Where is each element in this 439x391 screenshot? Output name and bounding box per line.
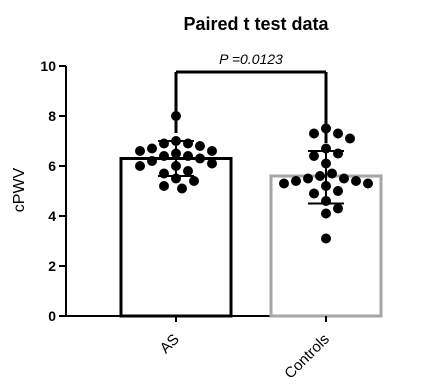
data-point <box>321 143 331 154</box>
data-point <box>321 181 331 191</box>
data-point <box>339 173 349 184</box>
data-point <box>207 146 217 156</box>
y-tick-label: 10 <box>40 58 56 74</box>
data-point <box>159 138 169 149</box>
x-tick-label: Controls <box>281 331 333 383</box>
chart-title: Paired t test data <box>183 14 329 34</box>
data-point <box>321 208 331 219</box>
data-point <box>333 128 343 139</box>
data-point <box>309 188 319 199</box>
data-point <box>351 176 361 186</box>
data-point <box>183 166 193 176</box>
data-point <box>315 171 325 181</box>
y-tick-label: 0 <box>48 308 56 324</box>
data-point <box>171 136 181 146</box>
p-value-annotation: P =0.0123 <box>219 51 283 67</box>
data-point <box>183 138 193 149</box>
data-point <box>189 176 199 186</box>
data-point <box>171 161 181 171</box>
data-point <box>321 196 331 206</box>
data-point <box>207 158 217 169</box>
data-point <box>195 141 205 151</box>
y-tick-label: 2 <box>48 258 56 274</box>
data-point <box>327 168 337 179</box>
data-point <box>309 151 319 161</box>
data-point <box>333 203 343 214</box>
data-point <box>183 151 193 161</box>
data-point <box>333 186 343 196</box>
data-point <box>279 178 289 189</box>
y-axis-label: cPWV <box>11 167 28 212</box>
data-point <box>171 173 181 184</box>
y-tick-label: 4 <box>48 208 56 224</box>
data-point <box>291 176 301 186</box>
data-point <box>171 148 181 159</box>
data-point <box>303 173 313 184</box>
data-point <box>135 161 145 171</box>
data-point <box>135 146 145 156</box>
data-point <box>177 183 187 194</box>
data-point <box>321 158 331 169</box>
data-point <box>159 181 169 191</box>
data-point <box>363 178 373 189</box>
data-point <box>309 128 319 139</box>
data-point <box>159 151 169 161</box>
data-point <box>195 153 205 164</box>
data-point <box>147 156 157 166</box>
y-tick-label: 6 <box>48 158 56 174</box>
x-tick-label: AS <box>157 331 183 357</box>
data-point <box>147 143 157 154</box>
data-point <box>345 133 355 144</box>
data-point <box>333 148 343 159</box>
data-point <box>321 233 331 244</box>
data-point <box>159 168 169 179</box>
y-tick-label: 8 <box>48 108 56 124</box>
